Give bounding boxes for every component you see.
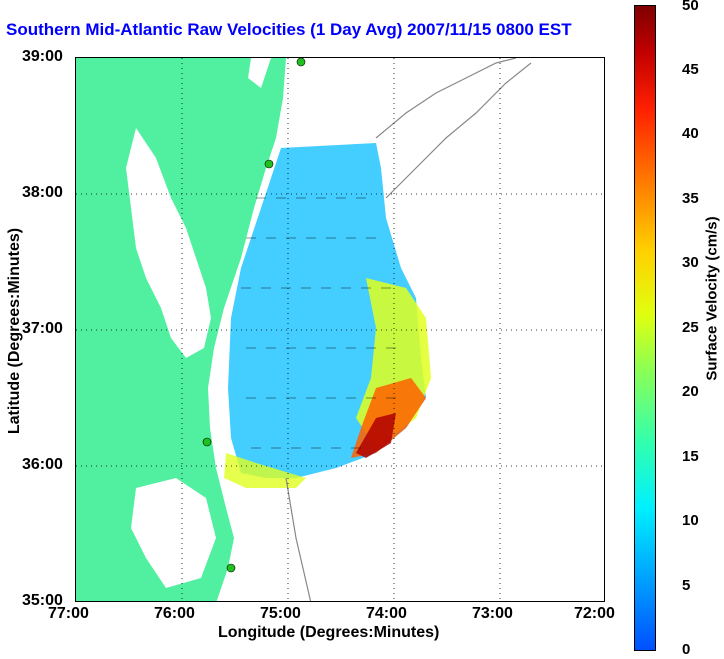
colorbar-tick: 30 [682,254,699,271]
chesapeake-bay [126,128,211,358]
pamlico-sound [131,478,216,588]
colorbar-tick: 25 [682,319,699,336]
x-tick: 77:00 [48,605,89,622]
x-tick: 72:00 [574,605,615,622]
colorbar-tick: 35 [682,190,699,207]
colorbar-tick: 10 [682,512,699,529]
x-tick: 74:00 [366,605,407,622]
x-tick: 73:00 [472,605,513,622]
radar-site-marker [226,563,236,573]
colorbar-tick: 45 [682,61,699,78]
velocity-vectors [241,197,396,449]
y-axis-label: Latitude (Degrees:Minutes) [6,227,23,435]
y-tick: 37:00 [22,320,63,337]
colorbar-tick: 50 [682,0,699,14]
grid-lines [76,58,604,601]
y-tick: 35:00 [22,592,63,609]
colorbar [634,5,656,651]
colorbar-tick: 15 [682,448,699,465]
colorbar-label: Surface Velocity (cm/s) [703,216,721,381]
map-svg [76,58,604,601]
x-tick: 75:00 [260,605,301,622]
delaware-bay [248,58,271,88]
radar-site-marker [296,58,306,67]
y-tick: 36:00 [22,456,63,473]
radar-site-marker [264,159,274,169]
x-axis-label: Longitude (Degrees:Minutes) [218,624,440,641]
x-tick: 76:00 [154,605,195,622]
bathymetry-contour [375,58,517,139]
velocity-south-edge [224,453,306,488]
velocity-max-zone [356,413,396,458]
bathymetry-contour [385,62,532,199]
map-plot-area [75,57,605,602]
bathymetry-contour [285,477,312,601]
colorbar-tick: 0 [682,641,691,658]
y-tick: 38:00 [22,184,63,201]
colorbar-tick: 20 [682,383,699,400]
map-title: Southern Mid-Atlantic Raw Velocities (1 … [6,20,572,39]
y-tick: 39:00 [22,48,63,65]
colorbar-tick: 40 [682,125,699,142]
radar-site-marker [202,437,212,447]
colorbar-tick: 5 [682,577,691,594]
